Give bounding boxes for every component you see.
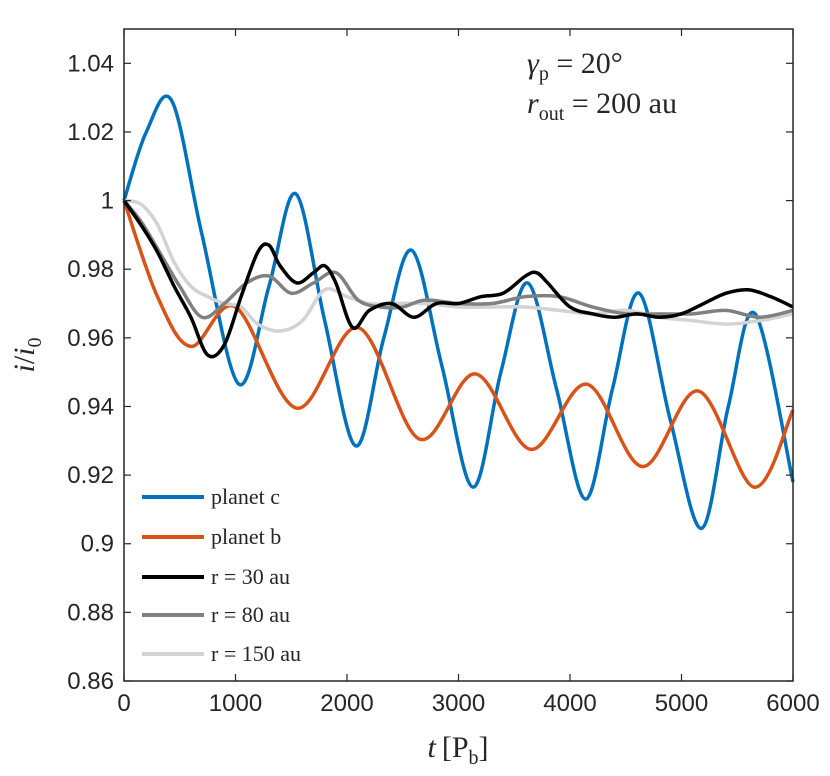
svg-text:t[Pb]: t [Pb] — [427, 731, 488, 769]
y-tick-label: 1.04 — [67, 50, 114, 77]
legend-item-r80: r = 80 au — [142, 602, 290, 627]
annotation-gamma: γp = 20° — [527, 47, 623, 85]
y-tick-label: 0.98 — [67, 256, 114, 283]
x-tick-label: 2000 — [320, 690, 373, 717]
x-axis-title: t [Pb] — [427, 731, 488, 769]
y-tick-label: 0.86 — [67, 668, 114, 695]
x-tick-label: 6000 — [766, 690, 819, 717]
legend-item-planet-c: planet c — [142, 484, 280, 509]
legend-item-r30: r = 30 au — [142, 564, 290, 589]
y-tick-label: 0.94 — [67, 393, 114, 420]
series-r80 — [122, 199, 794, 320]
y-tick-label: 0.88 — [67, 599, 114, 626]
svg-text:γp = 20°: γp = 20° — [527, 47, 623, 85]
x-tick-label: 4000 — [543, 690, 596, 717]
y-tick-label: 0.9 — [81, 531, 114, 558]
y-tick-label: 1 — [101, 188, 114, 215]
svg-text:i/i0: i/i0 — [8, 337, 46, 372]
tick-layer: 0 1000 2000 3000 4000 5000 6000 0.86 0.88 0.9 0.92… — [67, 29, 820, 717]
x-tick-label: 5000 — [655, 690, 708, 717]
series-layer — [122, 94, 795, 531]
y-tick-label: 1.02 — [67, 119, 114, 146]
y-tick-label: 0.96 — [67, 325, 114, 352]
legend-label-r150: r = 150 au — [211, 641, 301, 666]
legend-label-r80: r = 80 au — [211, 602, 290, 627]
svg-text:rout = 200 au: rout = 200 au — [527, 87, 677, 125]
x-tick-label: 0 — [117, 690, 130, 717]
x-tick-label: 1000 — [209, 690, 262, 717]
legend-item-planet-b: planet b — [142, 524, 281, 549]
y-axis-title: i/i0 — [8, 337, 46, 372]
legend-label-planet-c: planet c — [211, 484, 280, 509]
legend-label-r30: r = 30 au — [211, 564, 290, 589]
annotation-rout: rout = 200 au — [527, 87, 677, 125]
y-tick-label: 0.92 — [67, 462, 114, 489]
series-planet-b — [122, 200, 795, 489]
series-r30 — [122, 199, 794, 359]
legend-label-planet-b: planet b — [211, 524, 281, 549]
x-tick-label: 3000 — [432, 690, 485, 717]
series-planet-c — [122, 94, 795, 531]
legend: planet c planet b r = 30 au r = 80 au r … — [142, 484, 301, 666]
legend-item-r150: r = 150 au — [142, 641, 301, 666]
